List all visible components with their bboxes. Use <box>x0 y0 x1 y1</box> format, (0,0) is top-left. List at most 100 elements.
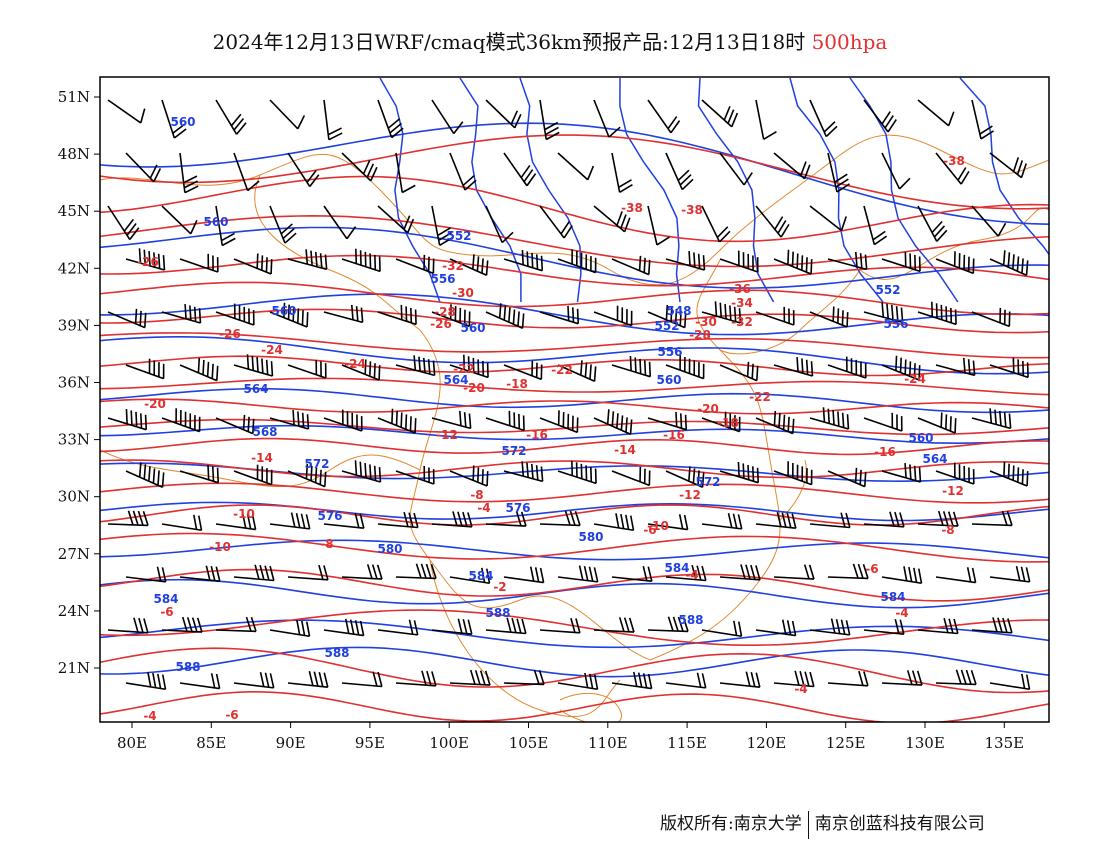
wind-barb <box>881 251 921 273</box>
wind-barb <box>341 359 381 381</box>
wind-barb <box>323 99 343 141</box>
height-label: 560 <box>170 115 195 129</box>
boundary-line <box>254 174 421 331</box>
temperature-label: -38 <box>621 201 643 215</box>
wind-barb <box>755 99 777 140</box>
wind-barb <box>611 255 651 276</box>
wind-barb <box>269 512 311 530</box>
height-contour <box>100 387 1049 414</box>
lon-tick-label: 135E <box>985 734 1025 752</box>
wind-barb <box>431 511 473 528</box>
wind-barb <box>989 461 1029 487</box>
lat-tick-label: 45N <box>58 202 90 220</box>
wind-barb <box>647 514 689 531</box>
wind-barb <box>719 564 761 581</box>
lat-tick-label: 33N <box>58 431 90 449</box>
wind-barb <box>773 670 815 688</box>
wind-barb <box>395 563 437 580</box>
wind-barb <box>503 566 545 584</box>
latitude-axis: 51N 48N 45N 42N 39N 36N 33N 30N 27N 24N 21N <box>58 88 100 677</box>
wind-barb <box>773 152 811 180</box>
wind-barb <box>935 669 977 686</box>
footer-separator <box>807 810 809 839</box>
height-label: 580 <box>578 530 603 544</box>
wind-barb <box>287 152 320 188</box>
temperature-isotherm <box>100 355 1049 377</box>
wind-barb <box>287 249 328 271</box>
temperature-isotherm <box>100 459 1049 479</box>
wind-barb <box>971 408 1012 430</box>
wind-barb <box>935 251 975 275</box>
wind-barb <box>935 462 975 485</box>
height-label: 584 <box>664 561 689 575</box>
temperature-label: -4 <box>143 709 156 723</box>
wind-barb <box>233 671 275 689</box>
temperature-label: -4 <box>794 682 807 696</box>
wind-barb <box>215 414 255 435</box>
temperature-label: -6 <box>160 605 173 619</box>
wind-barb <box>377 304 417 326</box>
temperature-label: -32 <box>731 315 753 329</box>
wind-barb <box>269 99 306 130</box>
wind-barb <box>125 462 165 489</box>
copyright-company: 南京创蓝科技有限公司 <box>814 814 985 834</box>
wind-barb <box>377 99 404 139</box>
lat-tick-label: 48N <box>58 145 90 163</box>
wind-barb <box>107 510 149 527</box>
lat-tick-label: 39N <box>58 316 90 334</box>
wind-barb <box>269 302 309 328</box>
lon-tick-label: 85E <box>196 734 226 752</box>
temperature-label: -20 <box>144 397 166 411</box>
map-plot-area: -38 -38-38-36-34-32-32-30-30-28-28-26-26-… <box>100 77 1049 723</box>
height-label: 588 <box>324 646 349 660</box>
wind-barb <box>755 511 797 529</box>
wind-barb <box>233 253 273 275</box>
wind-barb <box>701 512 743 530</box>
wind-barb <box>809 618 851 636</box>
temperature-label: -28 <box>689 328 711 342</box>
wind-barb <box>287 359 327 379</box>
wind-barb <box>827 467 867 488</box>
country-borders <box>100 134 1049 722</box>
wind-barb <box>593 99 621 138</box>
lon-tick-label: 120E <box>747 734 787 752</box>
wind-barb <box>917 618 959 635</box>
temperature-label: -32 <box>442 259 464 273</box>
temperature-label: -2 <box>493 580 506 594</box>
wind-barb <box>161 205 198 235</box>
wind-barb <box>269 410 310 430</box>
wind-barb <box>701 301 742 324</box>
temperature-label: -22 <box>453 362 475 376</box>
wind-barb <box>827 251 868 271</box>
wind-barb <box>557 360 597 383</box>
wind-barb <box>431 304 471 328</box>
wind-barb <box>989 673 1031 691</box>
wind-barb <box>935 567 977 584</box>
wind-barb <box>107 308 147 329</box>
wind-barb <box>485 303 525 330</box>
height-contour <box>100 578 1049 609</box>
height-contour <box>100 646 1049 678</box>
wind-barb <box>449 354 489 379</box>
temperature-isotherm <box>100 504 1049 526</box>
lat-tick-label: 27N <box>58 545 90 563</box>
wind-barb <box>449 465 489 487</box>
wind-barb <box>125 566 167 583</box>
lat-tick-label: 51N <box>58 88 90 106</box>
wind-barb <box>161 99 187 139</box>
temperature-label: -20 <box>463 381 485 395</box>
wind-barb <box>449 567 491 585</box>
wind-barb <box>323 513 365 529</box>
wind-barb <box>971 99 994 140</box>
wind-barb <box>917 510 959 527</box>
wind-barb <box>647 99 681 134</box>
temperature-isotherm <box>100 398 1049 415</box>
lon-tick-label: 100E <box>429 734 469 752</box>
temperature-isotherm <box>100 254 1049 287</box>
wind-barb <box>485 99 522 129</box>
wind-barb <box>323 205 357 240</box>
height-contour <box>459 77 522 302</box>
wind-barb <box>323 304 364 324</box>
longitude-axis: 80E 85E 90E 95E 100E 105E 110E 115E 120E 125E 130E… <box>117 722 1024 752</box>
wind-barb <box>341 248 381 273</box>
